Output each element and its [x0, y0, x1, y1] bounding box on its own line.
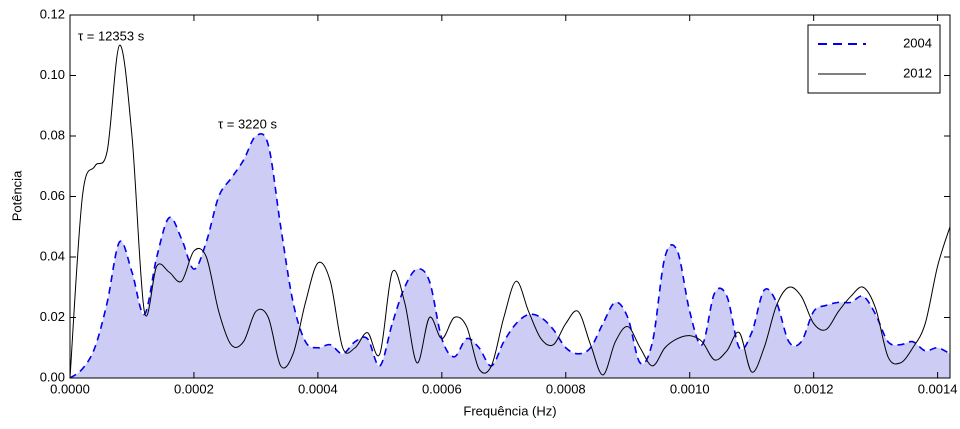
y-axis-label: Potência — [9, 170, 24, 221]
y-tick-label: 0.08 — [40, 127, 65, 142]
x-tick-label: 0.0006 — [422, 381, 462, 396]
y-tick-label: 0.04 — [40, 248, 65, 263]
legend-label: 2012 — [903, 65, 932, 80]
line — [70, 44, 950, 378]
legend-label: 2004 — [903, 35, 932, 50]
area — [70, 133, 950, 378]
annotation: τ = 12353 s — [78, 28, 145, 43]
y-tick-label: 0.12 — [40, 6, 65, 21]
x-tick-label: 0.0010 — [670, 381, 710, 396]
legend-box — [807, 24, 941, 94]
x-tick-label: 0.0014 — [918, 381, 958, 396]
y-tick-label: 0.10 — [40, 67, 65, 82]
line — [70, 132, 950, 378]
x-tick-label: 0.0012 — [794, 381, 834, 396]
x-tick-label: 0.0002 — [174, 381, 214, 396]
x-tick-label: 0.0000 — [50, 381, 90, 396]
annotation: τ = 3220 s — [218, 116, 277, 131]
x-axis-label: Frequência (Hz) — [463, 403, 556, 418]
x-tick-label: 0.0004 — [298, 381, 338, 396]
y-tick-label: 0.00 — [40, 369, 65, 384]
x-tick-label: 0.0008 — [546, 381, 586, 396]
y-tick-label: 0.02 — [40, 309, 65, 324]
y-tick-label: 0.06 — [40, 188, 65, 203]
